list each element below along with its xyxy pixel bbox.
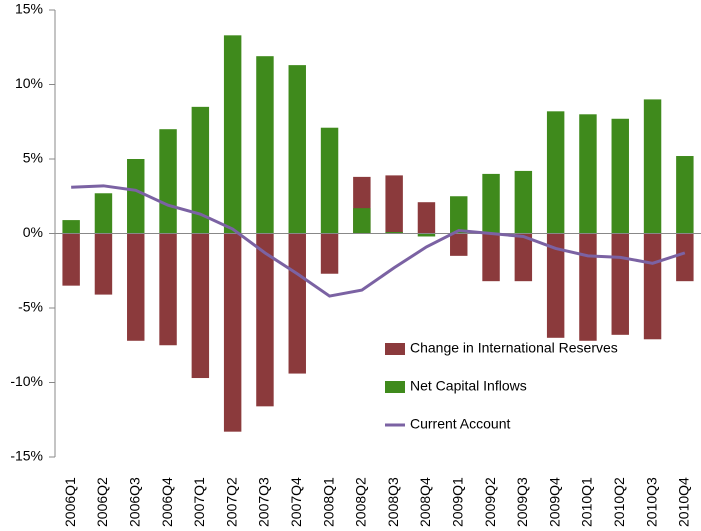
bar [450,196,468,234]
bar [546,111,565,234]
y-tick-label: 5% [23,150,43,166]
x-tick-label: 2009Q3 [514,477,530,527]
bar [482,173,500,234]
x-tick-label: 2010Q3 [643,477,659,527]
y-tick-label: -5% [18,299,43,315]
bar [579,233,597,341]
bar [94,193,113,234]
bar [191,106,210,234]
line [71,184,686,298]
bar [546,233,565,338]
x-tick-label: 2009Q4 [546,477,562,527]
y-tick-label: -10% [10,373,43,389]
x-tick-label: 2007Q1 [191,477,207,527]
y-tick-label: 15% [15,1,43,17]
x-tick-label: 2009Q2 [482,477,498,527]
x-tick-label: 2009Q1 [449,477,465,527]
bar [288,65,306,234]
bar [256,56,274,234]
bar [127,233,145,341]
bar [417,202,436,234]
bar [94,233,113,295]
bar [611,233,629,335]
bar [288,233,306,374]
x-tick-label: 2007Q3 [256,477,272,527]
bar [676,233,694,282]
bar [611,118,629,234]
bar [514,233,533,282]
bar [191,233,210,379]
y-tick-label: -15% [10,448,43,464]
bar [62,220,80,234]
bar [320,233,339,274]
legend-label: Change in International Reserves [410,340,618,356]
x-tick-label: 2008Q3 [385,477,401,527]
x-tick-label: 2008Q2 [353,477,369,527]
x-tick-label: 2006Q2 [94,477,110,527]
bar [353,208,371,234]
bar [320,127,339,234]
y-tick-label: 0% [23,224,43,240]
bar [256,233,274,407]
bar [514,170,533,234]
y-tick-label: 10% [15,75,43,91]
x-tick-label: 2008Q1 [320,477,336,527]
x-tick-label: 2006Q1 [62,477,78,527]
bar [385,175,403,234]
bar [223,35,242,234]
bar [223,233,242,432]
x-tick-label: 2010Q1 [579,477,595,527]
x-tick-label: 2006Q4 [159,477,175,527]
bar [417,233,436,237]
bar [127,159,145,234]
bar [482,233,500,282]
legend-swatch [385,381,405,393]
bar [62,233,80,286]
x-tick-label: 2007Q2 [223,477,239,527]
x-tick-label: 2006Q3 [126,477,142,527]
bar [676,156,694,234]
bar [643,233,662,340]
bar [450,233,468,256]
x-tick-label: 2010Q4 [676,477,692,527]
bar [579,114,597,234]
bar [159,129,177,234]
bar [159,233,177,346]
x-tick-label: 2010Q2 [611,477,627,527]
x-tick-label: 2007Q4 [288,477,304,527]
bar [643,99,662,234]
legend-label: Net Capital Inflows [410,378,527,394]
bar [385,232,403,234]
x-tick-label: 2008Q4 [417,477,433,527]
legend-swatch [385,343,405,355]
legend-label: Current Account [410,416,510,432]
